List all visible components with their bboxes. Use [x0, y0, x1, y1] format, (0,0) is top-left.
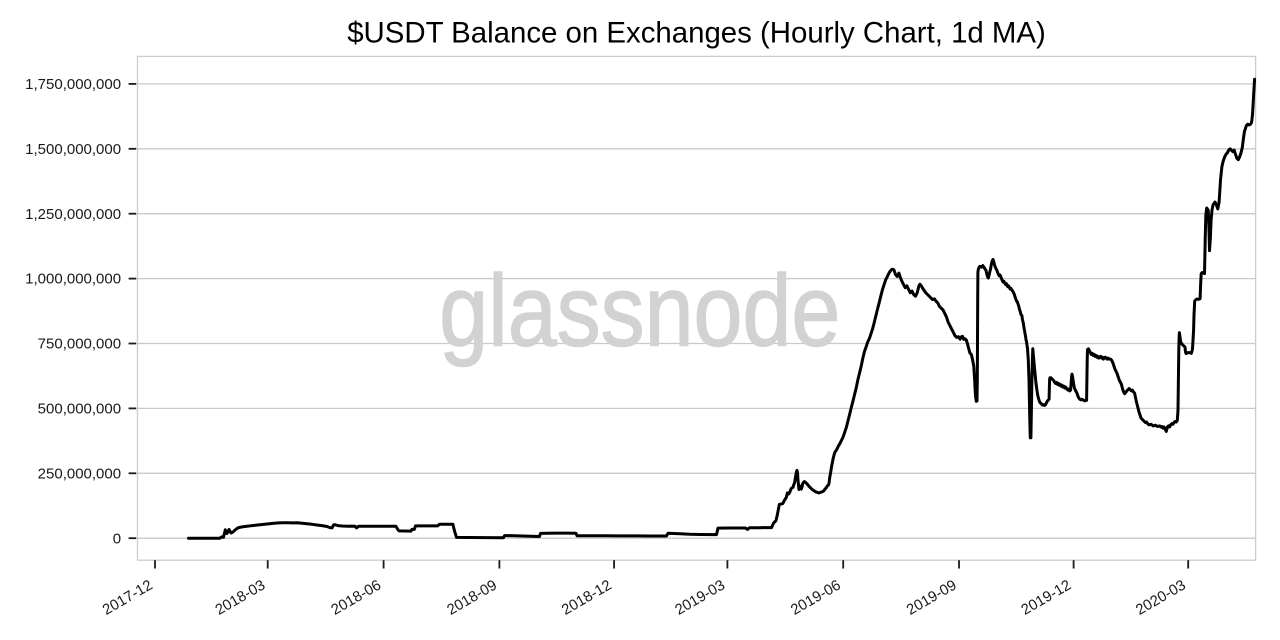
svg-text:glassnode: glassnode	[439, 256, 840, 368]
svg-text:1,250,000,000: 1,250,000,000	[25, 206, 121, 223]
svg-text:0: 0	[113, 530, 121, 547]
svg-text:$USDT Balance on Exchanges (Ho: $USDT Balance on Exchanges (Hourly Chart…	[347, 17, 1046, 50]
svg-text:1,000,000,000: 1,000,000,000	[25, 271, 121, 288]
svg-text:1,500,000,000: 1,500,000,000	[25, 141, 121, 158]
svg-text:750,000,000: 750,000,000	[38, 336, 121, 353]
svg-text:500,000,000: 500,000,000	[38, 401, 121, 418]
svg-text:250,000,000: 250,000,000	[38, 465, 121, 482]
svg-text:1,750,000,000: 1,750,000,000	[25, 76, 121, 93]
